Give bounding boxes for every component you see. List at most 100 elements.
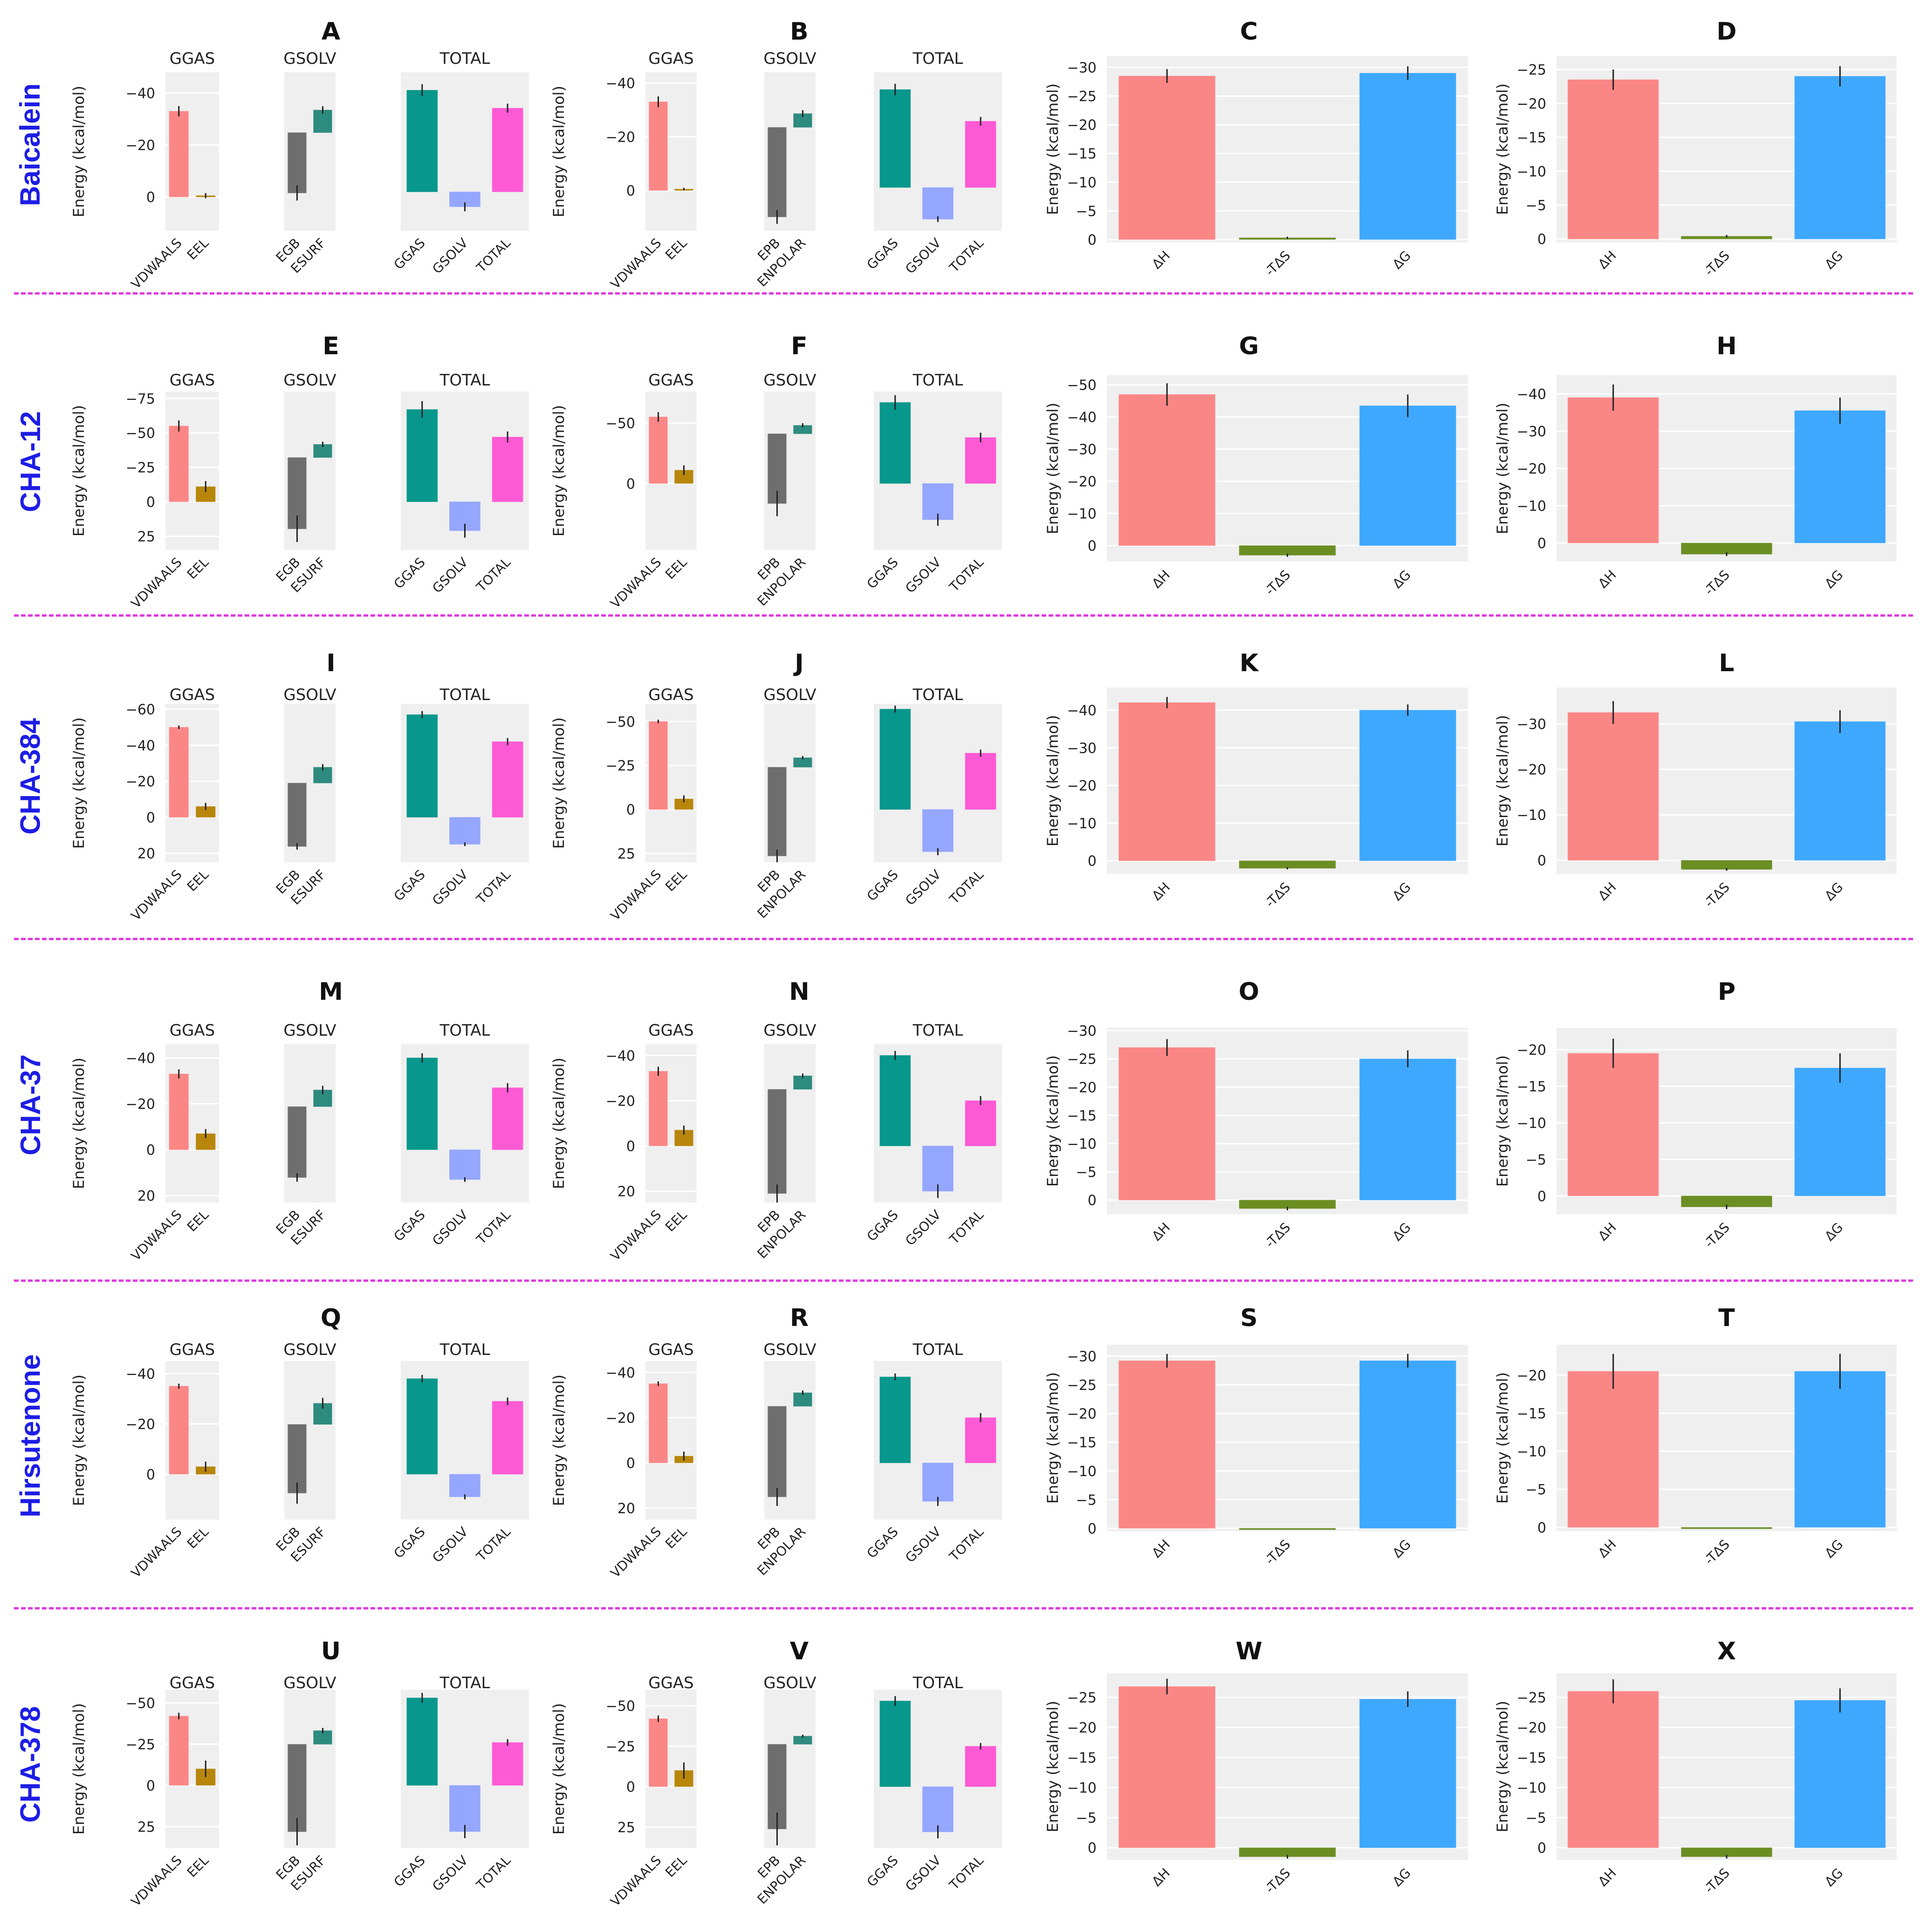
y-axis-label: Energy (kcal/mol) [550,1703,568,1835]
y-tick-label: −20 [126,774,155,790]
subplot-title: TOTAL [439,686,490,704]
y-tick-label: 0 [146,495,155,511]
panel-letter: Q [321,1304,341,1332]
bar-egb [288,132,307,193]
y-tick-label: −30 [1067,1349,1097,1365]
bar-vdwaals [649,721,668,810]
x-tick-label: EEL [184,554,212,582]
panel-letter: V [790,1637,809,1665]
y-axis-label: Energy (kcal/mol) [550,405,568,536]
x-tick-label: TOTAL [473,1524,514,1564]
x-tick-label: EEL [184,1207,212,1235]
y-tick-label: −15 [1067,1435,1097,1451]
panel-letter: I [326,649,335,677]
y-tick-label: 0 [146,810,155,826]
bar-vdwaals [649,1383,668,1464]
bar-dg [1359,73,1456,240]
y-axis-label: Energy (kcal/mol) [70,717,88,849]
x-tick-label: ΔG [1822,1865,1846,1890]
y-tick-label: −40 [606,76,635,92]
y-tick-label: −25 [1067,1690,1097,1706]
subplot-title: GGAS [170,49,215,68]
subplot-title: TOTAL [912,1674,963,1692]
bar-vdwaals [649,101,668,191]
x-tick-label: -TΔS [1262,1537,1294,1568]
y-tick-label: 25 [617,846,635,862]
x-tick-label: VDWAALS [608,1207,665,1264]
y-tick-label: −20 [1067,778,1097,794]
bar-ggas [406,1378,438,1475]
x-tick-label: VDWAALS [608,1853,665,1910]
x-tick-label: ΔG [1390,1537,1414,1561]
x-tick-label: TOTAL [473,235,514,275]
x-tick-label: VDWAALS [608,1524,665,1581]
y-tick-label: −20 [1067,1079,1097,1096]
x-tick-label: -TΔS [1262,248,1294,279]
x-tick-label: GGAS [391,1207,428,1244]
bar-vdwaals [169,1716,189,1786]
x-tick-label: ΔH [1149,880,1173,904]
bar-ggas [879,1376,911,1464]
y-tick-label: 0 [1537,232,1546,248]
x-tick-label: ΔH [1149,567,1173,591]
panel-letter: D [1716,18,1736,46]
y-tick-label: −40 [126,1051,155,1067]
y-tick-label: −60 [126,702,155,718]
bar-dg [1794,76,1886,240]
y-tick-label: −10 [1517,1115,1546,1132]
y-tick-label: −20 [1517,1368,1546,1384]
x-tick-label: ΔH [1595,567,1619,591]
x-tick-label: TOTAL [946,1852,987,1893]
x-tick-label: ΔH [1595,880,1619,904]
y-tick-label: −20 [1517,1720,1546,1736]
y-axis-label: Energy (kcal/mol) [1044,1701,1062,1832]
bar-epb [768,1406,787,1497]
y-tick-label: 0 [1088,1193,1097,1209]
y-axis-label: Energy (kcal/mol) [1494,403,1511,534]
subplot-title: GGAS [648,1021,694,1040]
y-tick-label: −50 [126,1695,155,1712]
y-axis-label: Energy (kcal/mol) [70,86,88,217]
x-tick-label: ΔG [1390,880,1414,904]
y-axis-label: Energy (kcal/mol) [70,1703,88,1835]
row-separator [14,938,1913,940]
subplot-title: GGAS [648,1341,694,1359]
y-tick-label: −25 [126,460,155,476]
bar-vdwaals [649,1071,668,1147]
y-tick-label: 0 [1537,853,1546,869]
bar-dg [1794,1700,1886,1848]
y-axis-label: Energy (kcal/mol) [1044,1372,1062,1504]
bar-gsolv [449,1785,480,1832]
x-tick-label: ΔH [1149,248,1173,272]
x-tick-label: GGAS [864,1524,901,1561]
bar-total [492,1401,523,1475]
bar-dh [1118,1360,1215,1529]
bar-total [965,1746,996,1787]
x-tick-label: GGAS [864,1207,901,1244]
y-tick-label: −20 [1517,96,1546,112]
y-tick-label: 0 [1537,1189,1546,1205]
y-tick-label: −40 [606,1048,635,1064]
x-tick-label: VDWAALS [608,867,665,924]
y-tick-label: 0 [1537,536,1546,552]
y-tick-label: −50 [126,426,155,442]
bar-egb [288,1106,307,1178]
subplot-title: GSOLV [283,686,336,704]
bar-dh [1567,397,1659,543]
y-tick-label: −40 [126,86,155,102]
y-tick-label: −50 [606,1698,635,1715]
y-tick-label: −20 [1517,762,1546,778]
bar-esurf [313,1089,332,1107]
bar-ggas [879,402,911,484]
subplot-title: GGAS [170,371,215,390]
bar-total [492,741,523,818]
subplot-title: TOTAL [912,686,963,704]
x-tick-label: ΔG [1822,567,1846,591]
y-tick-label: −5 [1076,1492,1097,1508]
subplot-title: TOTAL [912,49,963,68]
y-tick-label: −5 [1526,198,1546,214]
subplot-title: GGAS [170,1341,215,1359]
x-tick-label: GSOLV [902,555,944,596]
bar-total [492,108,523,193]
x-tick-label: GSOLV [429,555,471,596]
